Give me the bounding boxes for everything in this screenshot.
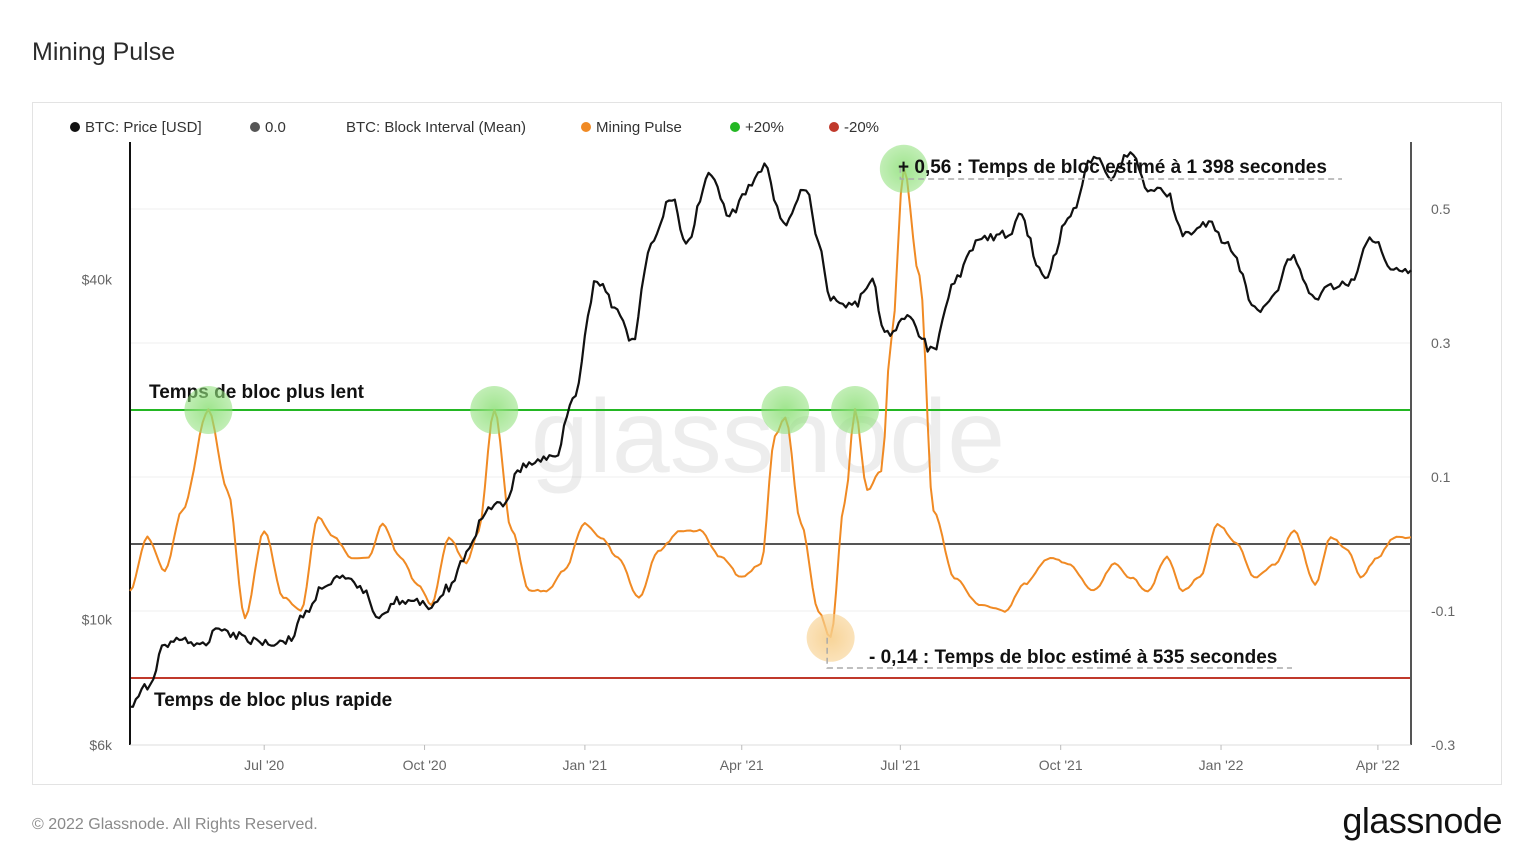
- annotations: + 0,56 : Temps de bloc estimé à 1 398 se…: [826, 157, 1342, 669]
- y-right-tick-label: -0.1: [1431, 603, 1455, 619]
- annotation-min: - 0,14 : Temps de bloc estimé à 535 seco…: [869, 647, 1277, 668]
- annotation-leader-min: [826, 637, 1292, 669]
- axes: Jul '20 Oct '20 Jan '21 Apr '21 Jul '21 Oct '…: [82, 142, 1455, 773]
- y-left-tick-label: $6k: [89, 737, 113, 753]
- x-tick-label: Apr '21: [720, 757, 764, 773]
- y-left-tick-label: $40k: [82, 271, 113, 287]
- x-tick-label: Oct '20: [403, 757, 447, 773]
- annotation-max: + 0,56 : Temps de bloc estimé à 1 398 se…: [898, 157, 1327, 178]
- legend-marker-4: [730, 122, 740, 132]
- faster-block-label: Temps de bloc plus rapide: [154, 690, 392, 711]
- footer-copyright: © 2022 Glassnode. All Rights Reserved.: [32, 816, 318, 833]
- x-tick-label: Jan '21: [563, 757, 608, 773]
- legend-marker-3: [581, 122, 591, 132]
- x-tick-label: Oct '21: [1039, 757, 1083, 773]
- series-line-btc-price: [129, 151, 1412, 708]
- legend-label: Mining Pulse: [596, 119, 682, 136]
- legend-label: BTC: Block Interval (Mean): [346, 119, 526, 136]
- y-right-tick-label: 0.5: [1431, 201, 1451, 217]
- highlight-circle-4: [879, 144, 928, 193]
- legend-label: -20%: [844, 119, 879, 136]
- highlight-circle-2: [761, 386, 810, 434]
- legend-label: BTC: Price [USD]: [85, 119, 202, 136]
- series-line-mining-pulse: [129, 167, 1412, 638]
- legend-label: +20%: [745, 119, 784, 136]
- slower-block-label: Temps de bloc plus lent: [149, 382, 365, 403]
- legend-marker-0: [70, 122, 80, 132]
- glassnode-logo[interactable]: glassnode: [1342, 800, 1502, 841]
- legend-marker-1: [250, 122, 260, 132]
- legend-label: 0.0: [265, 119, 286, 136]
- x-tick-label: Apr '22: [1356, 757, 1400, 773]
- series: [129, 151, 1412, 708]
- y-right-tick-label: 0.3: [1431, 335, 1451, 351]
- x-tick-label: Jan '22: [1199, 757, 1244, 773]
- highlight-circle-3: [831, 386, 880, 434]
- page-title: Mining Pulse: [32, 38, 176, 66]
- annotation-leader-max: [899, 166, 1342, 180]
- highlight-circle-1: [470, 386, 519, 434]
- chart-frame: [32, 102, 1502, 785]
- x-tick-label: Jul '20: [244, 757, 284, 773]
- legend-marker-5: [829, 122, 839, 132]
- y-right-tick-label: 0.1: [1431, 469, 1451, 485]
- y-left-tick-label: $10k: [82, 612, 113, 628]
- y-right-tick-label: -0.3: [1431, 737, 1455, 753]
- legend: BTC: Price [USD] 0.0 BTC: Block Interval (…: [70, 119, 879, 136]
- highlight-circle-0: [184, 386, 233, 434]
- highlights: [184, 144, 928, 662]
- x-tick-label: Jul '21: [880, 757, 920, 773]
- highlight-circle-5: [806, 613, 855, 662]
